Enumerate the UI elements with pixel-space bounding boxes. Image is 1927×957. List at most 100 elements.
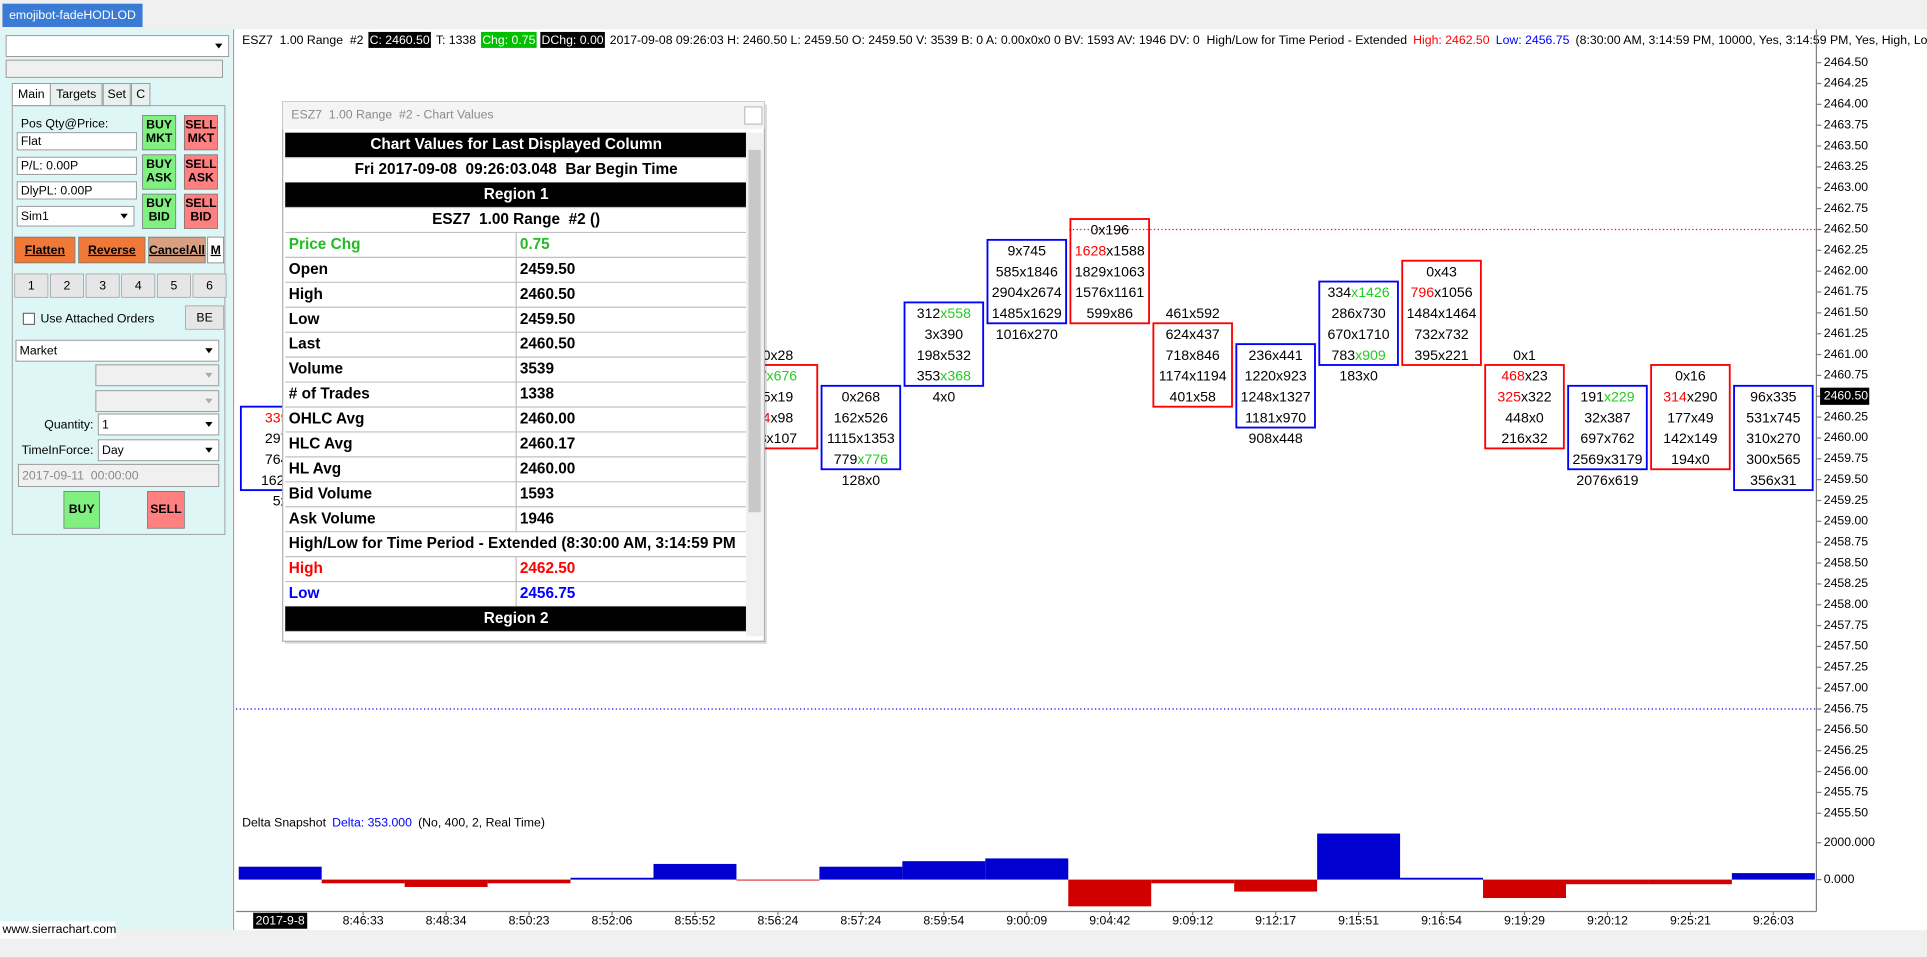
- quantity-select[interactable]: [97, 413, 220, 436]
- bid-volume: 216: [1501, 430, 1525, 446]
- popup-scroll-thumb[interactable]: [748, 149, 761, 513]
- order-button-label: ASK: [146, 170, 172, 184]
- x-tick-label: 2017-9-8: [256, 914, 305, 928]
- bid-volume: 286: [1331, 305, 1355, 321]
- bid-volume: 334: [1328, 284, 1352, 300]
- disabled-select[interactable]: [95, 390, 220, 413]
- separator: x: [1363, 367, 1370, 383]
- separator: x: [932, 326, 939, 342]
- dropdown-arrow: [120, 213, 128, 219]
- separator: x: [1098, 221, 1105, 237]
- bid-volume: 1829: [1075, 263, 1107, 279]
- x-tick-label: 8:46:33: [343, 914, 384, 928]
- popup-key: Volume: [289, 361, 344, 378]
- sell-button[interactable]: [147, 491, 185, 529]
- action-button[interactable]: [14, 236, 76, 264]
- number-button[interactable]: [14, 273, 49, 298]
- order-button-label: SELL: [185, 118, 217, 132]
- y-tick-label: 2464.50: [1824, 55, 1869, 69]
- separator: x: [1691, 409, 1698, 425]
- bid-volume: 1115: [827, 430, 856, 446]
- separator: x: [1695, 451, 1702, 467]
- ask-volume: 732: [1445, 326, 1469, 342]
- action-button[interactable]: [148, 236, 206, 264]
- bid-volume: 448: [1505, 409, 1529, 425]
- window-tab[interactable]: [2, 3, 143, 28]
- daily-pl-field[interactable]: [16, 181, 137, 200]
- buy-button[interactable]: [63, 491, 100, 529]
- account-dropdown[interactable]: [5, 35, 230, 58]
- header-text: ESZ7 1.00 Range #2: [242, 33, 364, 47]
- number-button[interactable]: [156, 273, 191, 298]
- bid-volume: 1181: [1245, 409, 1276, 425]
- order-button[interactable]: [183, 115, 218, 151]
- separator: x: [1355, 305, 1362, 321]
- account-field[interactable]: [5, 59, 223, 78]
- pl-field[interactable]: [16, 156, 137, 175]
- ask-volume: 970: [1283, 409, 1307, 425]
- bid-volume: 128: [842, 472, 866, 488]
- tif-select[interactable]: [97, 439, 220, 462]
- order-button[interactable]: [183, 193, 218, 229]
- number-button[interactable]: [192, 273, 227, 298]
- action-button[interactable]: [78, 236, 146, 264]
- x-tick-label: 9:04:42: [1089, 914, 1130, 928]
- ask-volume: 1161: [1114, 284, 1145, 300]
- footprint-cell: 1829x1063: [1075, 263, 1145, 279]
- y-tick-label: 2463.50: [1824, 138, 1869, 152]
- separator: x: [1189, 367, 1196, 383]
- footprint-cell: 353x368: [917, 367, 971, 383]
- footprint-cell: 599x86: [1087, 305, 1134, 321]
- ask-volume: 322: [1528, 388, 1552, 404]
- ask-volume: 0: [947, 388, 955, 404]
- order-button[interactable]: [183, 154, 218, 190]
- bid-volume: 718: [1166, 347, 1190, 363]
- date-field[interactable]: [17, 463, 220, 487]
- be-button[interactable]: [185, 305, 225, 330]
- disabled-select[interactable]: [95, 364, 220, 387]
- separator: x: [856, 430, 863, 446]
- footprint-cell: 128x0: [842, 472, 881, 488]
- popup-title: ESZ7 1.00 Range #2 - Chart Values: [291, 108, 493, 122]
- number-button[interactable]: [50, 273, 84, 298]
- header-highlight: [540, 31, 605, 48]
- ask-volume: 149: [1694, 430, 1718, 446]
- checkbox[interactable]: [22, 312, 35, 325]
- footprint-cell: 670x1710: [1328, 326, 1390, 342]
- popup-close[interactable]: [744, 106, 763, 125]
- number-button[interactable]: [85, 273, 120, 298]
- number-button[interactable]: [121, 273, 156, 298]
- sell-label: SELL: [150, 502, 182, 516]
- separator: x: [940, 388, 947, 404]
- number-button-label: 1: [28, 278, 35, 292]
- header-text: 2017-09-08 09:26:03 H: 2460.50 L: 2459.5…: [610, 33, 1407, 47]
- action-button[interactable]: [207, 236, 225, 264]
- footprint-cell: 177x49: [1667, 409, 1714, 425]
- ask-volume: 730: [1362, 305, 1386, 321]
- order-button-label: BUY: [146, 196, 172, 210]
- delta-bar: [1483, 879, 1566, 899]
- order-button-label: ASK: [188, 170, 214, 184]
- separator: x: [770, 347, 777, 363]
- footprint-cell: 1016x270: [996, 326, 1058, 342]
- order-button[interactable]: [142, 193, 177, 229]
- ask-volume: 532: [947, 347, 971, 363]
- footprint-cell: 1485x1629: [992, 305, 1062, 321]
- position-field[interactable]: [16, 132, 137, 151]
- ask-volume: 107: [774, 430, 798, 446]
- order-type-select[interactable]: [15, 339, 220, 362]
- order-button[interactable]: [142, 154, 177, 190]
- y-tick-label: 2456.00: [1824, 764, 1869, 778]
- bid-volume: 191: [1580, 388, 1604, 404]
- bid-volume: 2076: [1576, 472, 1608, 488]
- separator: x: [1529, 409, 1536, 425]
- y-tick-label: 2461.75: [1824, 284, 1869, 298]
- bid-volume: 908: [1249, 430, 1273, 446]
- separator: x: [770, 388, 777, 404]
- account-select[interactable]: [16, 205, 135, 227]
- ask-volume: 290: [1694, 388, 1718, 404]
- order-button[interactable]: [142, 115, 177, 151]
- ask-volume: 619: [1615, 472, 1639, 488]
- ask-volume: 448: [1279, 430, 1303, 446]
